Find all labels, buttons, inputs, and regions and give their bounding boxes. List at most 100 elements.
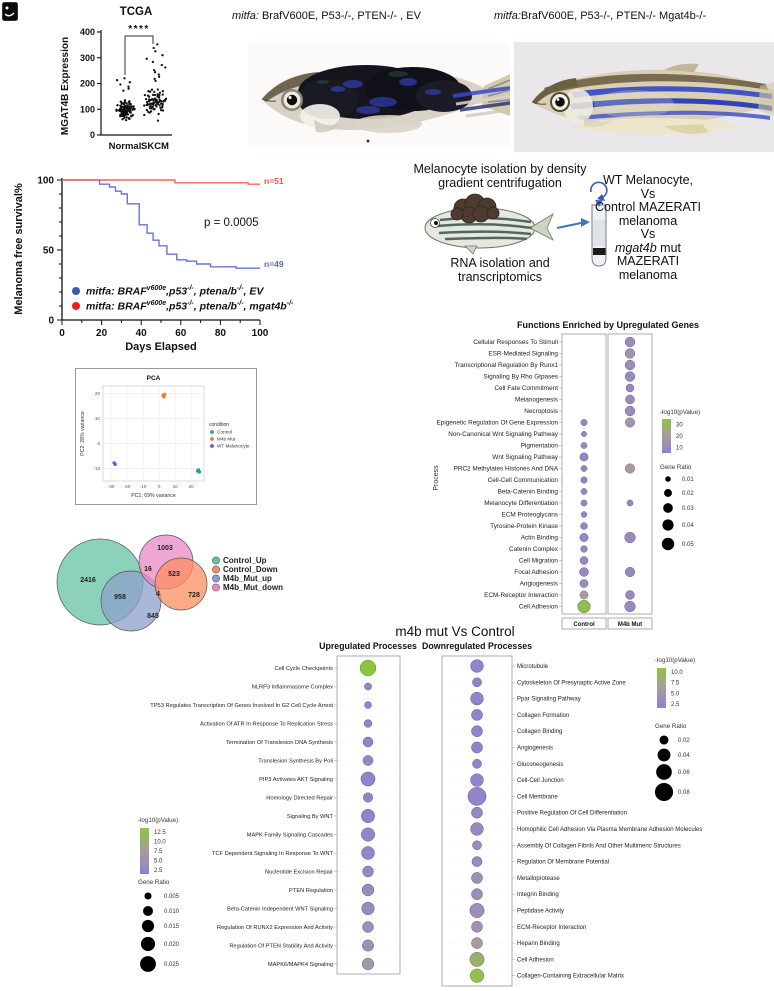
category-label: Cell-Cell Communication (488, 477, 559, 484)
category-label: Necroptosis (524, 408, 558, 415)
category-label: TCF Dependent Signaling In Response To W… (212, 851, 333, 857)
pvalue-tick: 7.5 (154, 849, 163, 855)
ratio-tick: 0.010 (164, 909, 180, 915)
dot (469, 968, 485, 983)
tail-base (758, 82, 774, 116)
data-point (149, 103, 152, 106)
data-point (122, 111, 126, 114)
dot (361, 957, 375, 971)
dot-m4b (624, 348, 636, 359)
category-label: Tyrosine-Protein Kinase (490, 523, 558, 530)
survival-legend-row-mgat4b: mitfa: BRAFv600e,p53-/-, ptena/b-/-, mga… (72, 300, 293, 313)
legend-dot (210, 430, 214, 434)
category-label: Signaling By WNT (287, 814, 334, 820)
data-point (152, 68, 156, 72)
data-point (156, 93, 159, 96)
cartoon-stripe (436, 223, 533, 230)
data-point (196, 468, 201, 472)
region-count: 1003 (157, 545, 173, 552)
region-count: 845 (147, 613, 159, 620)
ratio-legend-dot (140, 936, 156, 952)
x-tick-label: 0 (158, 484, 161, 489)
green-glint (388, 71, 408, 77)
data-point (154, 79, 157, 83)
category-label: MAPK Family Signaling Cascades (247, 833, 333, 839)
ratio-tick: 0.04 (678, 753, 690, 759)
y-axis-label: Melanoma free survival% (13, 183, 25, 315)
data-point (159, 102, 163, 105)
pvalue-tick: 7.5 (671, 681, 680, 687)
dot-control (580, 511, 588, 518)
x-tick-label: 20 (96, 328, 108, 339)
cartoon-tumor (450, 207, 464, 221)
ratio-tick: 0.04 (682, 523, 694, 529)
dot-control (580, 442, 588, 449)
dot (363, 792, 373, 803)
dot (361, 846, 375, 860)
pvalue-tick: 10 (676, 445, 683, 451)
y-tick-label: 100 (37, 176, 54, 187)
legend-label: M4b Mut (217, 437, 236, 442)
y-tick-label: 50 (43, 246, 55, 257)
data-point (153, 90, 156, 94)
pvalue-colorbar (140, 828, 149, 874)
plot-area (102, 385, 205, 482)
dot (361, 883, 375, 897)
chart-title: Functions Enriched by Upregulated Genes (517, 320, 699, 330)
dot (467, 787, 487, 806)
data-point (128, 117, 131, 121)
data-point (128, 81, 131, 84)
category-label: Melanogenesis (515, 397, 558, 404)
data-point (154, 103, 158, 107)
data-point (151, 60, 155, 64)
data-point (157, 75, 161, 78)
data-point (143, 113, 146, 117)
significance-bracket (124, 35, 154, 75)
significance-stars: **** (128, 24, 150, 35)
pectoral-fin (314, 120, 340, 133)
data-point (147, 95, 151, 98)
data-point (128, 103, 131, 106)
category-label: Regulation Of RUNX2 Expression And Activ… (217, 925, 333, 931)
n-label-blue: n=49 (264, 259, 284, 269)
dot-m4b (624, 600, 636, 613)
y-tick-label: 200 (80, 79, 95, 89)
body-stripe (455, 94, 510, 106)
category-label: Cellular Responses To Stimuli (473, 339, 558, 346)
category-label: Transcriptional Regulation By Runx1 (455, 362, 559, 369)
data-point (124, 106, 127, 109)
dot-m4b (626, 499, 634, 507)
category-label: Regulation Of PTEN Stability And Activit… (229, 944, 333, 950)
dot-m4b (624, 336, 636, 348)
category-label: Cell Membrane (517, 794, 558, 800)
pectoral-fin (584, 116, 612, 128)
data-point (115, 108, 118, 111)
category-label: Termination Of Translesion DNA Synthesis (226, 740, 333, 746)
dot (361, 827, 375, 842)
dot (362, 921, 374, 933)
pvalue-legend-title: -log10(pValue) (138, 817, 178, 824)
ratio-legend-dot (661, 537, 675, 551)
category-label: Catenin Complex (509, 546, 559, 553)
pvalue-legend-title: -log10(pValue) (660, 409, 700, 416)
dot-m4b (624, 531, 636, 544)
iridescent-glint (343, 80, 363, 88)
iridescent-glint (331, 86, 345, 92)
y-tick-label: 400 (80, 27, 95, 37)
dot (364, 701, 372, 709)
dot-control (581, 431, 587, 437)
x-tick-label: 0 (59, 328, 65, 339)
legend-label: Control_Up (223, 556, 267, 565)
legend-dot (212, 556, 220, 565)
cartoon-stripe (438, 230, 532, 236)
data-point (152, 46, 155, 50)
data-point (151, 98, 155, 101)
data-point (155, 101, 158, 104)
data-point (119, 109, 122, 112)
dot (470, 773, 484, 787)
normal-fish-illustration (531, 63, 774, 134)
data-point (119, 100, 122, 103)
dot-control (580, 488, 588, 495)
category-label: Actin Binding (521, 535, 559, 542)
